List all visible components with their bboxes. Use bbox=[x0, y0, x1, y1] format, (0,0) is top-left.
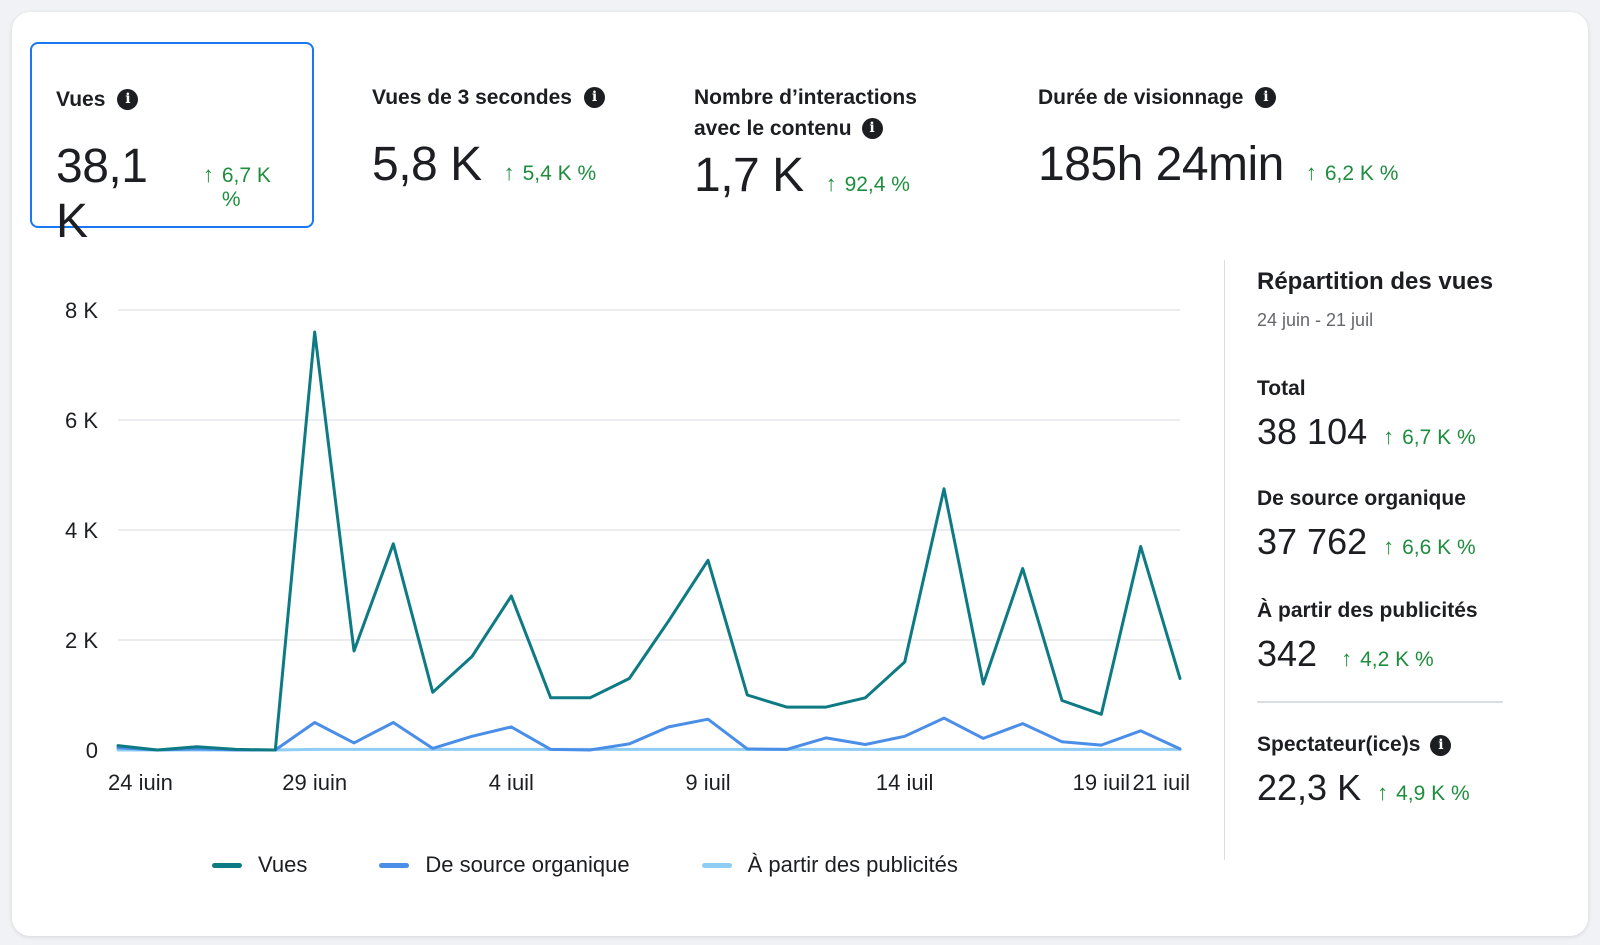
metric-value: 38,1 K bbox=[56, 140, 148, 248]
metric-tile-duree-visionnage[interactable]: Durée de visionnage i 185h 24min ↑ 6,2 K… bbox=[1014, 42, 1434, 228]
breakdown-delta: ↑ 6,7 K % bbox=[1383, 424, 1476, 450]
metric-delta: ↑ 92,4 % bbox=[826, 171, 910, 197]
metric-label-line2: avec le contenu bbox=[694, 117, 852, 140]
arrow-up-icon: ↑ bbox=[1305, 160, 1317, 185]
legend-item-organique[interactable]: De source organique bbox=[379, 852, 630, 878]
arrow-up-icon: ↑ bbox=[503, 160, 515, 185]
legend-label: Vues bbox=[258, 852, 308, 877]
info-icon[interactable]: i bbox=[117, 89, 139, 110]
breakdown-delta: ↑ 4,9 K % bbox=[1377, 780, 1470, 806]
x-tick-label: 21 juil bbox=[1133, 770, 1190, 790]
arrow-up-icon: ↑ bbox=[202, 162, 214, 187]
metric-delta-value: 92,4 % bbox=[844, 173, 910, 196]
series-line-vues bbox=[116, 330, 1182, 752]
breakdown-label: À partir des publicités bbox=[1257, 599, 1478, 622]
breakdown-item-organique: De source organique 37 762 ↑ 6,6 K % bbox=[1257, 487, 1507, 563]
legend-swatch bbox=[379, 862, 410, 868]
breakdown-item-viewers: Spectateur(ice)s i 22,3 K ↑ 4,9 K % bbox=[1257, 733, 1507, 809]
insights-card: Vues i 38,1 K ↑ 6,7 K % Vues de 3 second… bbox=[12, 12, 1588, 936]
metric-label: Vues de 3 secondes bbox=[372, 86, 572, 109]
x-tick-label: 9 juil bbox=[685, 770, 730, 790]
breakdown-delta-value: 4,9 K % bbox=[1396, 782, 1470, 805]
metric-label-line1: Nombre d’interactions bbox=[694, 86, 917, 109]
metric-label: Vues bbox=[56, 88, 106, 111]
series-line-publicites bbox=[116, 747, 1182, 752]
legend-label: À partir des publicités bbox=[747, 852, 958, 877]
metric-value: 5,8 K bbox=[372, 138, 482, 191]
metric-tile-vues[interactable]: Vues i 38,1 K ↑ 6,7 K % bbox=[30, 42, 314, 248]
metric-value: 1,7 K bbox=[694, 149, 804, 202]
x-tick-label: 24 juin bbox=[108, 770, 173, 790]
arrow-up-icon: ↑ bbox=[1377, 780, 1389, 805]
breakdown-item-total: Total 38 104 ↑ 6,7 K % bbox=[1257, 377, 1507, 453]
series-line-organique bbox=[116, 716, 1182, 752]
y-tick-label: 0 bbox=[86, 738, 98, 763]
breakdown-value: 37 762 bbox=[1257, 521, 1368, 562]
breakdown-delta: ↑ 4,2 K % bbox=[1341, 646, 1434, 672]
arrow-up-icon: ↑ bbox=[1383, 424, 1395, 449]
x-tick-label: 14 juil bbox=[876, 770, 933, 790]
info-icon[interactable]: i bbox=[1255, 87, 1277, 108]
arrow-up-icon: ↑ bbox=[1341, 646, 1353, 671]
breakdown-value: 38 104 bbox=[1257, 411, 1368, 452]
views-line-chart[interactable]: 0 2 K 4 K 6 K 8 K 24 juin 29 juin 4 juil 9 juil 1… bbox=[40, 270, 1230, 790]
y-tick-label: 4 K bbox=[65, 518, 98, 543]
legend-item-publicites[interactable]: À partir des publicités bbox=[701, 852, 958, 878]
metric-delta: ↑ 6,7 K % bbox=[203, 162, 288, 212]
breakdown-value: 342 bbox=[1257, 633, 1318, 674]
y-tick-label: 6 K bbox=[65, 408, 98, 433]
breakdown-delta-value: 6,7 K % bbox=[1402, 426, 1476, 449]
metric-delta-value: 5,4 K % bbox=[522, 162, 597, 185]
info-icon[interactable]: i bbox=[583, 87, 605, 108]
y-tick-label: 2 K bbox=[65, 628, 98, 653]
arrow-up-icon: ↑ bbox=[1383, 534, 1395, 559]
metric-delta: ↑ 6,2 K % bbox=[1306, 160, 1399, 186]
x-tick-label: 19 juil bbox=[1073, 770, 1130, 790]
info-icon[interactable]: i bbox=[1430, 734, 1452, 756]
breakdown-item-publicites: À partir des publicités 342 ↑ 4,2 K % bbox=[1257, 599, 1507, 675]
views-breakdown-panel: Répartition des vues 24 juin - 21 juil T… bbox=[1224, 260, 1514, 860]
legend-swatch bbox=[212, 862, 242, 868]
x-tick-label: 4 juil bbox=[489, 770, 534, 790]
info-icon[interactable]: i bbox=[861, 118, 883, 139]
metric-value: 185h 24min bbox=[1038, 138, 1284, 191]
legend-item-vues[interactable]: Vues bbox=[212, 852, 307, 878]
breakdown-delta-value: 6,6 K % bbox=[1402, 536, 1476, 559]
metric-delta-value: 6,2 K % bbox=[1324, 162, 1399, 185]
y-tick-label: 8 K bbox=[65, 298, 98, 323]
metric-delta-value: 6,7 K % bbox=[221, 164, 271, 211]
metric-tile-interactions[interactable]: Nombre d’interactions avec le contenu i … bbox=[670, 42, 990, 228]
breakdown-label: Total bbox=[1257, 377, 1306, 400]
legend-swatch bbox=[701, 862, 732, 868]
chart-legend: Vues De source organique À partir des pu… bbox=[212, 852, 1030, 878]
metric-label: Durée de visionnage bbox=[1038, 86, 1244, 109]
breakdown-delta: ↑ 6,6 K % bbox=[1383, 534, 1476, 560]
arrow-up-icon: ↑ bbox=[825, 171, 837, 196]
breakdown-label: De source organique bbox=[1257, 487, 1466, 510]
legend-label: De source organique bbox=[425, 852, 630, 877]
x-tick-label: 29 juin bbox=[282, 770, 347, 790]
breakdown-date-range: 24 juin - 21 juil bbox=[1257, 310, 1374, 330]
metric-delta: ↑ 5,4 K % bbox=[504, 160, 597, 186]
breakdown-divider bbox=[1257, 701, 1503, 703]
breakdown-value: 22,3 K bbox=[1257, 767, 1362, 808]
breakdown-title: Répartition des vues bbox=[1257, 268, 1494, 295]
breakdown-label: Spectateur(ice)s bbox=[1257, 733, 1421, 756]
breakdown-delta-value: 4,2 K % bbox=[1360, 648, 1434, 671]
metric-tile-vues-3-secondes[interactable]: Vues de 3 secondes i 5,8 K ↑ 5,4 K % bbox=[348, 42, 648, 228]
